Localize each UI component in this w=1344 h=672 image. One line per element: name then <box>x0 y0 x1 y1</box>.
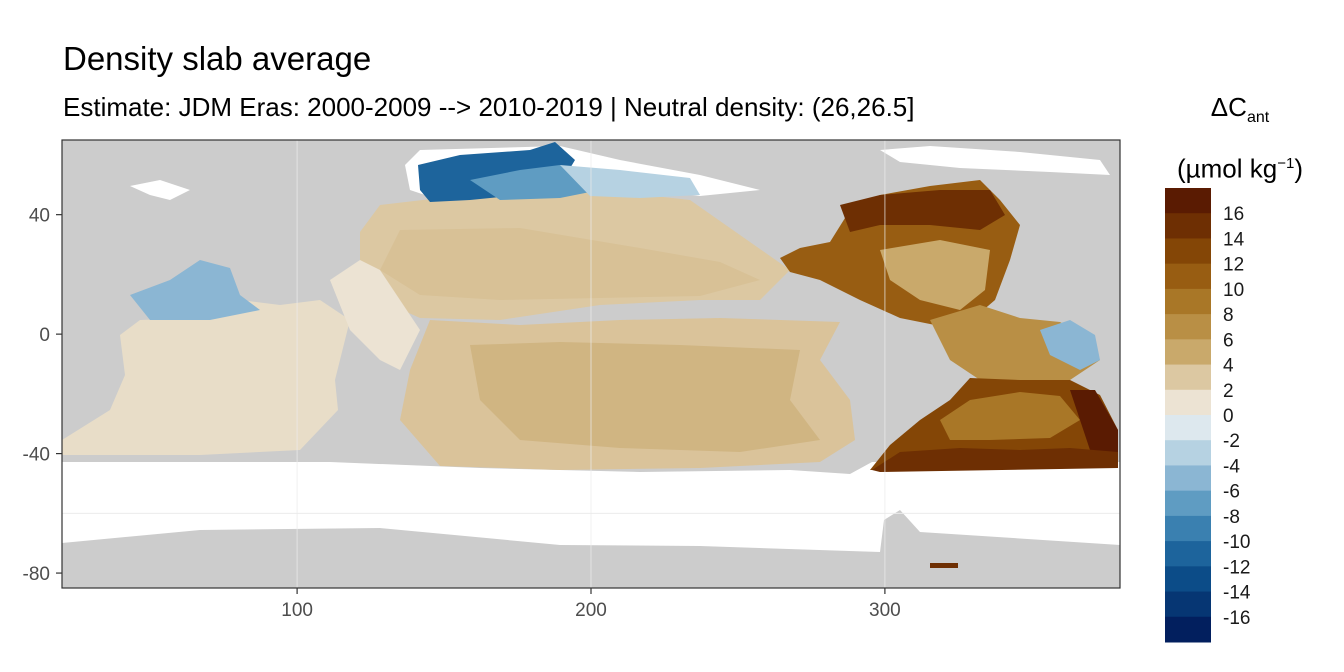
south-atlantic-core <box>1070 390 1118 462</box>
x-tick-label: 200 <box>575 600 607 621</box>
legend-title: ΔCant (µmol kg−1) <box>1150 84 1330 192</box>
weddell-patch <box>930 563 958 568</box>
legend-tick-label: -2 <box>1223 431 1240 452</box>
legend-tick-label: 16 <box>1223 204 1244 225</box>
south-pacific-core <box>470 342 820 452</box>
north-pacific-band <box>380 228 760 300</box>
south-atlantic-southern-edge <box>872 448 1118 472</box>
legend-tick-label: 12 <box>1223 255 1244 276</box>
legend-color-bin <box>1165 213 1211 239</box>
legend-color-bin <box>1165 591 1211 618</box>
west-pacific-pale <box>330 260 420 370</box>
y-tick-label: 0 <box>39 325 50 346</box>
northwest-pacific-mid <box>470 165 600 200</box>
x-tick-label: 300 <box>869 600 901 621</box>
legend-color-bin <box>1165 263 1211 290</box>
legend-color-bin <box>1165 566 1211 593</box>
legend-tick-label: 14 <box>1223 229 1245 250</box>
east-tropical-atlantic-blue <box>1040 320 1100 370</box>
northern-nodata-3 <box>880 146 1110 175</box>
legend-color-bin <box>1165 515 1211 542</box>
y-tick-label: -40 <box>23 445 50 466</box>
y-tick-label: 40 <box>29 206 50 227</box>
indian-ocean-blue <box>130 260 260 320</box>
x-tick-label: 100 <box>281 600 313 621</box>
legend-color-bin <box>1165 541 1211 567</box>
legend-color-bin <box>1165 238 1211 265</box>
legend-color-bin <box>1165 188 1211 214</box>
legend-tick-label: 4 <box>1223 356 1234 377</box>
y-tick-label: -80 <box>23 564 50 585</box>
legend-color-bin <box>1165 364 1211 391</box>
legend-tick-label: -10 <box>1223 532 1250 553</box>
subpolar-pacific-light <box>560 165 700 198</box>
legend-color-bin <box>1165 415 1211 441</box>
legend-tick-label: -12 <box>1223 557 1250 578</box>
legend-color-bin <box>1165 339 1211 366</box>
legend-tick-label: -14 <box>1223 583 1251 604</box>
legend-color-bin <box>1165 440 1211 466</box>
chart-subtitle: Estimate: JDM Eras: 2000-2009 --> 2010-2… <box>63 92 915 122</box>
north-atlantic-core <box>840 190 1005 232</box>
legend-color-bin <box>1165 314 1211 340</box>
legend-tick-label: 10 <box>1223 280 1244 301</box>
legend-color-bin <box>1165 490 1211 517</box>
legend-tick-label: -8 <box>1223 507 1240 528</box>
legend-tick-label: 2 <box>1223 381 1234 402</box>
north-atlantic-pale <box>880 240 990 310</box>
legend-tick-label: 8 <box>1223 305 1234 326</box>
south-atlantic-mid <box>940 392 1080 440</box>
northern-nodata-2 <box>130 180 190 200</box>
legend-color-bin <box>1165 616 1211 643</box>
grid <box>62 140 1120 588</box>
legend-color-bin <box>1165 465 1211 492</box>
legend-title-quantity: ΔCant <box>1210 92 1270 127</box>
legend-tick-label: 0 <box>1223 406 1234 427</box>
chart-title: Density slab average <box>63 40 372 77</box>
legend-colorbar: 16 14 12 10 8 6 4 2 0 -2 -4 -6 -8 -10 -12 -14 -16 <box>1165 188 1251 643</box>
indian-ocean-region <box>62 300 350 455</box>
legend-tick-label: -6 <box>1223 482 1240 503</box>
legend-tick-label: -16 <box>1223 608 1250 629</box>
legend-color-bin <box>1165 389 1211 416</box>
legend-tick-label: 6 <box>1223 330 1234 351</box>
legend-color-bin <box>1165 288 1211 315</box>
legend-tick-label: -4 <box>1223 456 1240 477</box>
map-panel <box>62 140 1120 588</box>
legend-title-unit: (µmol kg−1) <box>1177 153 1303 184</box>
